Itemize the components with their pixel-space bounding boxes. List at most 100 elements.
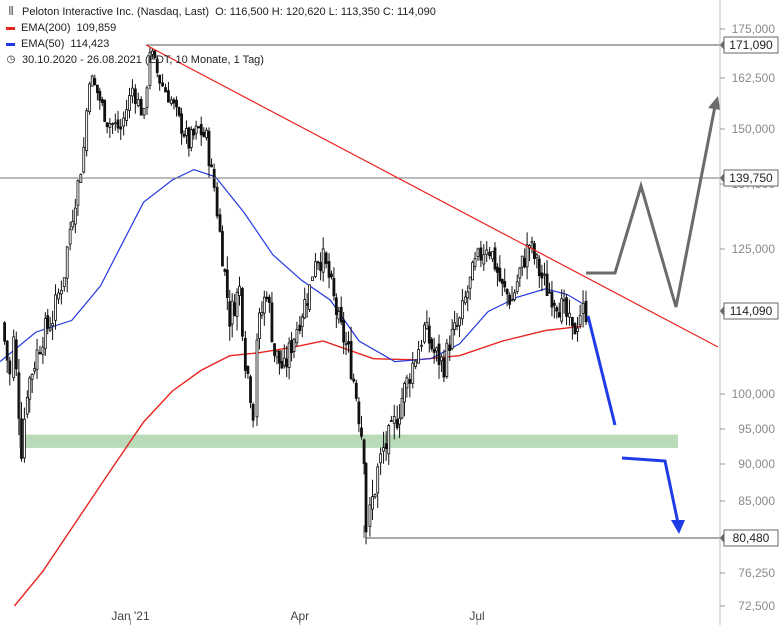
instrument-name: Peloton Interactive Inc. (Nasdaq, Last) <box>22 6 210 18</box>
candle-body <box>453 322 457 330</box>
candle-body <box>455 325 459 327</box>
level-tag: 139,750 <box>720 169 779 187</box>
candle-body <box>578 315 582 326</box>
y-tick-label: 90,000 <box>738 457 775 471</box>
candle-body <box>218 214 222 232</box>
ema50-value: 114,423 <box>70 38 110 50</box>
candle-body <box>420 344 423 347</box>
candles-layer <box>3 46 588 545</box>
candle-body <box>342 319 346 343</box>
candle-body <box>148 52 152 86</box>
candle-body <box>360 427 363 437</box>
candle-body <box>142 107 146 116</box>
candle-body <box>260 312 264 316</box>
candle-body <box>432 349 436 353</box>
candle-body <box>76 180 80 206</box>
candle-body <box>243 337 247 371</box>
candlestick-icon: ⫼ <box>8 6 14 17</box>
legend-ema50-row: EMA(50) 114,423 <box>6 36 436 52</box>
candle-body <box>93 78 97 85</box>
candle-body <box>491 251 494 260</box>
candle-body <box>552 302 556 306</box>
candle-body <box>48 327 52 331</box>
ema50-label: EMA(50) <box>21 38 65 50</box>
candle-body <box>573 323 577 335</box>
candle-body <box>275 350 279 358</box>
candle-body <box>280 360 284 369</box>
downtrend-line <box>145 44 719 348</box>
candle-body <box>192 128 196 136</box>
candle-body <box>384 443 388 449</box>
candle-body <box>5 340 9 361</box>
y-tick-label: 125,000 <box>732 242 776 256</box>
candle-body <box>185 128 188 136</box>
candle-body <box>68 228 72 245</box>
candle-body <box>41 346 45 355</box>
candle-body <box>373 494 377 498</box>
candle-body <box>172 99 176 104</box>
candle-body <box>215 186 219 217</box>
y-tick-label: 162,500 <box>732 71 776 85</box>
candle-body <box>14 339 18 370</box>
candle-body <box>270 302 274 343</box>
candle-body <box>95 84 99 94</box>
candle-body <box>349 340 353 380</box>
candle-body <box>565 297 568 317</box>
candle-body <box>371 496 374 510</box>
candle-body <box>354 382 358 399</box>
candle-body <box>298 324 302 331</box>
candle-body <box>202 131 206 137</box>
ema200-swatch <box>6 26 15 30</box>
candle-body <box>116 119 120 129</box>
level-tag: 80,480 <box>720 529 779 547</box>
candle-body <box>133 88 137 104</box>
candle-body <box>30 373 34 380</box>
candle-body <box>417 349 420 364</box>
ema200-value: 109,859 <box>76 22 117 34</box>
candle-body <box>330 273 333 278</box>
candle-body <box>122 117 126 127</box>
candle-body <box>197 126 201 129</box>
candle-body <box>411 362 415 384</box>
candle-body <box>450 328 454 349</box>
candle-body <box>33 368 37 372</box>
candle-body <box>139 98 143 116</box>
date-range: 30.10.2020 - 26.08.2021 (EDT, 10 Monate,… <box>22 54 264 66</box>
candle-body <box>187 127 191 149</box>
candle-body <box>389 420 393 422</box>
level-tag-label: 171,090 <box>729 38 773 52</box>
candle-body <box>562 299 566 302</box>
candle-body <box>327 261 331 278</box>
level-tag-label: 114,090 <box>730 304 773 318</box>
candle-body <box>128 95 131 111</box>
candle-body <box>249 376 252 403</box>
candle-body <box>479 247 483 261</box>
candle-body <box>414 360 418 367</box>
candle-body <box>125 109 128 121</box>
candle-body <box>316 261 320 264</box>
level-tag-label: 80,480 <box>733 531 770 545</box>
candle-body <box>392 416 396 424</box>
candle-body <box>25 396 29 415</box>
chart-legend: ⫼ Peloton Interactive Inc. (Nasdaq, Last… <box>6 4 436 68</box>
support-zone <box>22 434 678 448</box>
candle-body <box>368 504 372 527</box>
candle-body <box>295 329 299 344</box>
candle-body <box>100 99 104 103</box>
candle-body <box>38 352 42 354</box>
candle-body <box>482 254 486 265</box>
candle-body <box>533 243 536 259</box>
candle-body <box>576 327 579 332</box>
candle-body <box>550 291 554 308</box>
level-tag: 171,090 <box>720 36 779 54</box>
candle-body <box>194 125 198 134</box>
candle-body <box>425 322 429 330</box>
support-zone-layer <box>22 434 678 448</box>
candle-body <box>59 289 63 295</box>
candle-body <box>543 273 546 276</box>
candle-body <box>235 292 239 317</box>
candle-body <box>423 324 426 343</box>
level-tags: 171,090 139,750 114,090 80,480 <box>720 36 779 547</box>
candle-body <box>357 401 361 425</box>
candle-body <box>207 130 211 167</box>
